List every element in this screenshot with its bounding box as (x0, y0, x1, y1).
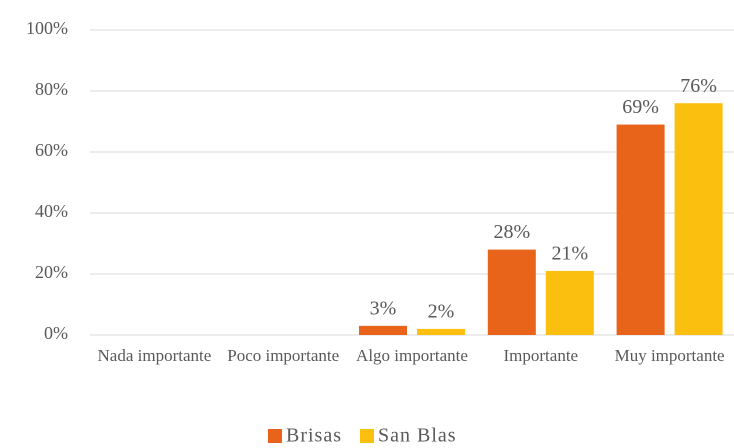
legend-swatch (360, 429, 374, 443)
y-tick-label: 100% (26, 18, 68, 38)
x-tick-label: Poco importante (227, 346, 340, 365)
data-label: 3% (370, 297, 397, 319)
x-tick-label: Algo importante (356, 346, 468, 365)
data-label: 76% (680, 75, 717, 97)
y-tick-label: 0% (44, 323, 68, 343)
legend-swatch (268, 429, 282, 443)
y-tick-label: 60% (35, 140, 68, 160)
data-label: 21% (551, 243, 588, 265)
bar (616, 124, 665, 335)
data-label: 28% (493, 221, 530, 243)
x-tick-label: Importante (503, 346, 579, 365)
bar (359, 325, 407, 335)
data-label: 2% (428, 300, 455, 322)
data-label: 69% (622, 96, 659, 118)
y-tick-label: 40% (35, 201, 68, 221)
legend-label: Brisas (286, 425, 342, 447)
x-tick-label: Nada importante (97, 346, 212, 365)
y-tick-label: 20% (35, 262, 68, 282)
y-tick-label: 80% (35, 79, 68, 99)
bar (487, 249, 536, 335)
legend-label: San Blas (378, 425, 457, 447)
bar (545, 270, 594, 335)
bar (674, 103, 723, 335)
bar (417, 328, 465, 335)
x-tick-label: Muy importante (614, 346, 725, 365)
